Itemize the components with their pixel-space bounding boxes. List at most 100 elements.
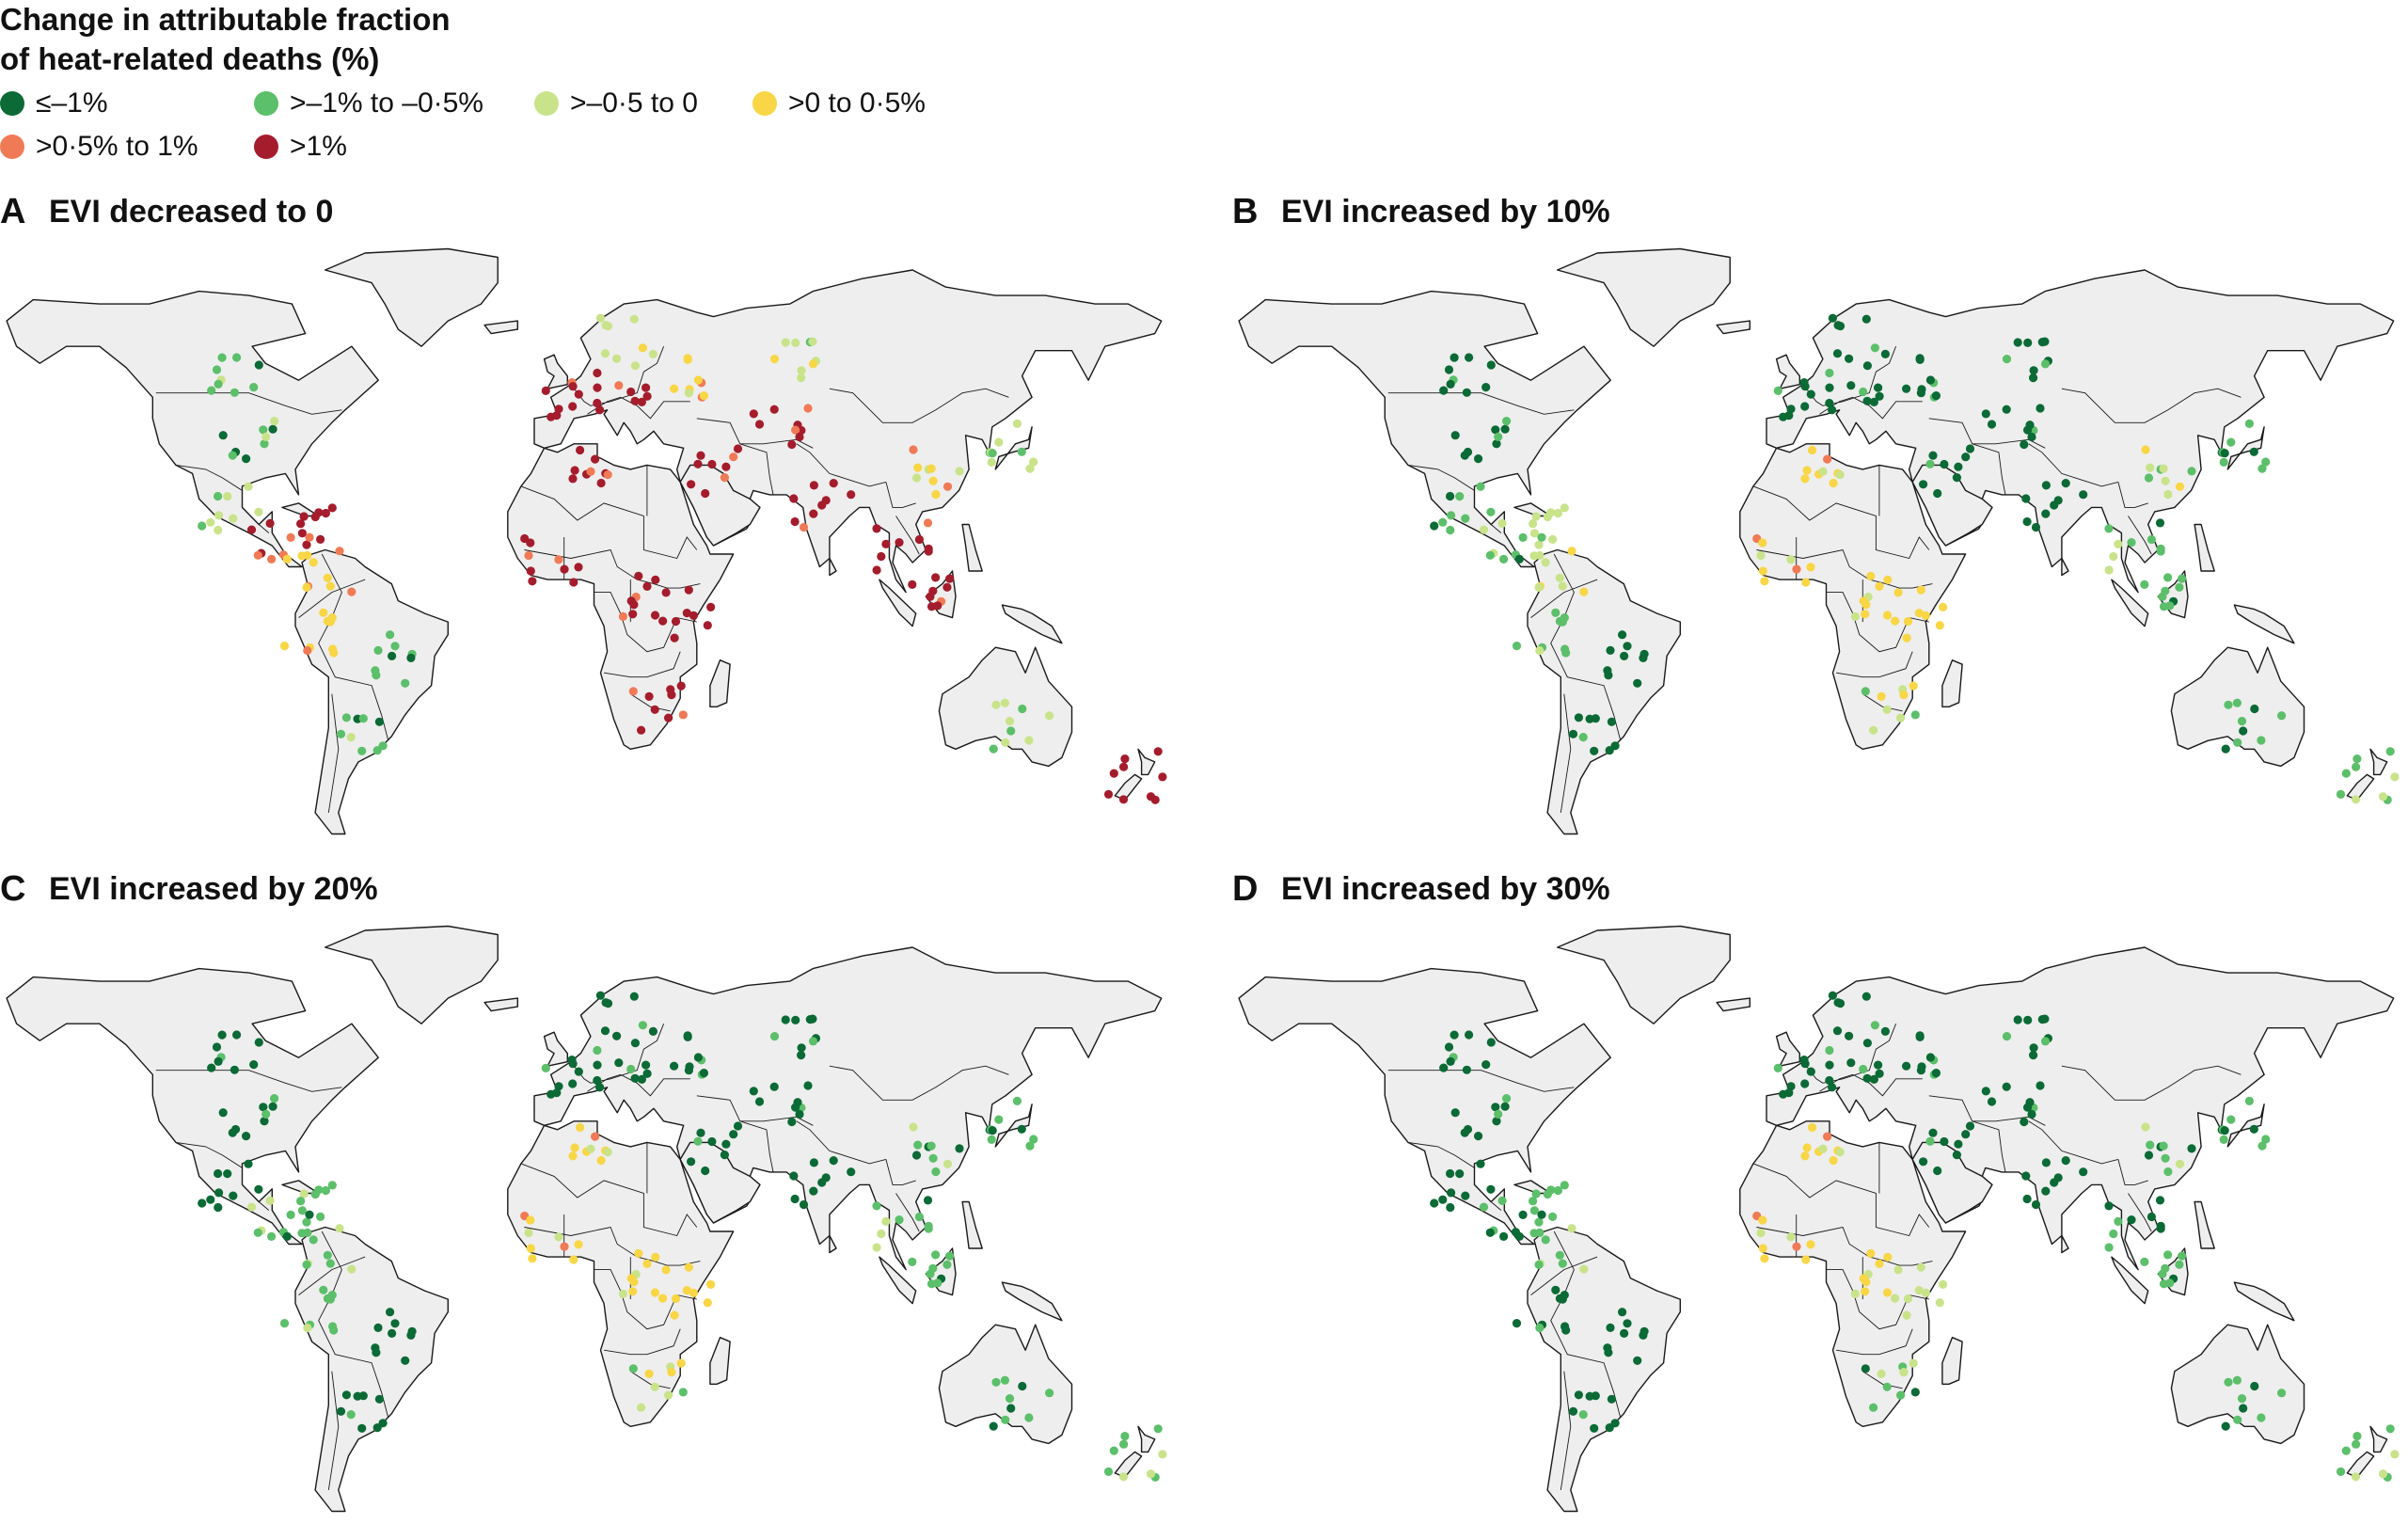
landmass-japan — [994, 1103, 1033, 1148]
legend-swatch — [534, 91, 559, 116]
city-point — [1931, 391, 1941, 401]
city-point — [908, 1257, 917, 1266]
city-point — [1954, 462, 1963, 471]
city-point — [1802, 466, 1812, 475]
city-point — [914, 534, 925, 545]
city-point — [945, 574, 955, 583]
city-point — [541, 386, 550, 395]
city-point — [1910, 710, 1920, 720]
city-point — [1606, 645, 1615, 655]
city-point — [693, 375, 704, 385]
city-point — [923, 1196, 933, 1205]
city-point — [286, 532, 295, 542]
city-point — [1006, 1404, 1016, 1413]
city-point — [2163, 1250, 2173, 1260]
city-point — [528, 1254, 537, 1263]
city-point — [721, 462, 731, 471]
city-point — [1916, 585, 1925, 595]
city-point — [1018, 1381, 1027, 1391]
city-point — [987, 1135, 996, 1144]
city-point — [1158, 772, 1167, 782]
city-point — [526, 1244, 535, 1253]
city-point — [1514, 554, 1524, 564]
city-point — [1455, 1169, 1465, 1179]
city-point — [2114, 539, 2123, 548]
continents — [1238, 925, 2395, 1513]
city-point — [2061, 479, 2070, 488]
city-point — [895, 1215, 904, 1225]
city-point — [2385, 747, 2395, 756]
city-point — [2378, 792, 2388, 802]
landmass-madagascar — [709, 1337, 731, 1385]
landmass-madagascar — [1941, 1337, 1963, 1385]
landmass-africa — [1739, 1120, 1967, 1427]
city-point — [2002, 405, 2011, 414]
city-point — [612, 1031, 622, 1040]
city-point — [357, 746, 367, 755]
country-border — [1490, 524, 1502, 533]
city-point — [628, 1364, 638, 1373]
city-point — [1446, 379, 1455, 389]
city-point — [1610, 1419, 1620, 1428]
city-point — [1910, 1388, 1920, 1397]
country-border — [298, 579, 366, 618]
city-point — [1916, 1066, 1925, 1075]
city-point — [249, 1060, 259, 1070]
country-border — [2061, 388, 2242, 423]
city-point — [254, 507, 263, 516]
city-point — [1103, 1467, 1114, 1476]
city-point — [1940, 459, 1949, 469]
city-point — [1537, 1210, 1546, 1219]
city-point — [1921, 611, 1930, 620]
city-point — [1541, 1235, 1550, 1245]
city-point — [1758, 1244, 1767, 1253]
city-point — [259, 1103, 268, 1112]
city-point — [2261, 457, 2271, 467]
city-point — [229, 1191, 238, 1200]
city-point — [198, 1199, 207, 1208]
landmass-europe-asia — [1766, 269, 2395, 594]
city-point — [1935, 621, 1944, 630]
country-border — [1836, 1328, 1913, 1356]
continents — [1238, 247, 2395, 835]
city-point — [358, 1391, 368, 1401]
city-point — [1825, 398, 1834, 408]
city-point — [541, 1063, 550, 1072]
city-point — [1806, 1067, 1815, 1076]
city-point — [1461, 514, 1470, 523]
city-point — [1025, 464, 1035, 473]
city-point — [650, 1382, 659, 1391]
city-point — [1965, 444, 1975, 453]
city-point — [733, 1121, 743, 1131]
legend-swatch — [254, 91, 278, 116]
city-point — [212, 365, 222, 374]
city-point — [881, 539, 891, 548]
city-point — [2156, 1224, 2165, 1233]
city-point — [1861, 687, 1870, 696]
city-point — [1786, 555, 1796, 564]
city-point — [1578, 1410, 1588, 1420]
city-point — [791, 1103, 800, 1112]
landmass-madagascar — [1941, 659, 1963, 707]
city-point — [1828, 313, 1837, 323]
city-point — [346, 733, 356, 742]
country-border — [1550, 1230, 1622, 1419]
country-border — [2061, 1065, 2242, 1101]
city-point — [1639, 1330, 1648, 1340]
city-point — [1512, 1319, 1522, 1328]
city-point — [1756, 1228, 1766, 1238]
country-border — [604, 651, 681, 678]
city-point — [618, 611, 628, 621]
city-point — [1639, 653, 1648, 662]
city-point — [684, 585, 693, 595]
city-point — [286, 1210, 295, 1219]
city-point — [689, 611, 699, 620]
landmass-south-america — [294, 1226, 449, 1513]
city-point — [265, 1196, 275, 1205]
city-point — [2390, 772, 2400, 782]
city-point — [596, 1155, 606, 1166]
city-point — [1875, 1259, 1884, 1268]
city-point — [2029, 1043, 2038, 1053]
city-point — [2237, 717, 2247, 726]
city-points — [1430, 313, 2400, 804]
